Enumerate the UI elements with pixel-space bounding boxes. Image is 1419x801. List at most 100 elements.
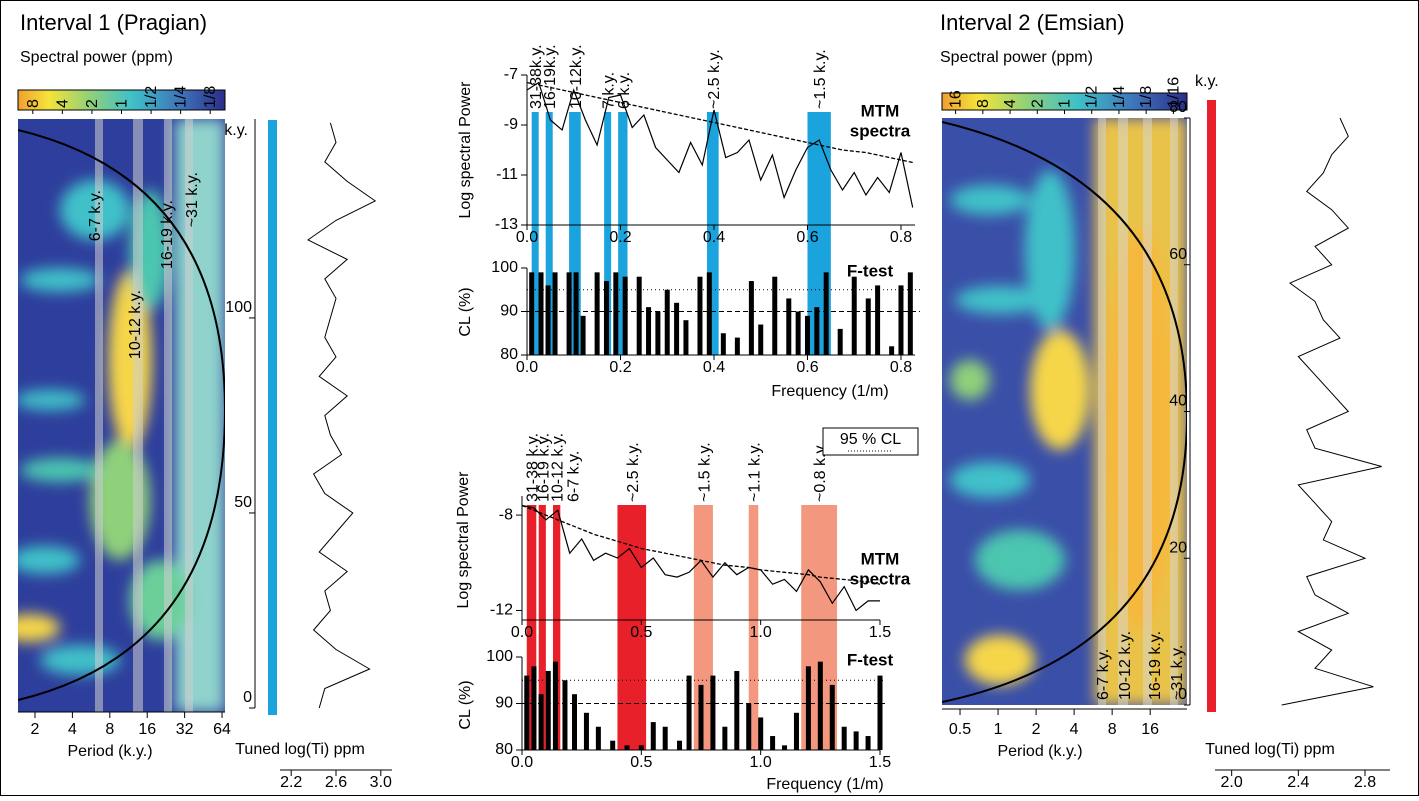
y-tick-label: -11: [496, 166, 518, 183]
colorbar-tick-label: 2: [84, 99, 101, 108]
f-test-bar: [595, 726, 601, 750]
f-test-bar: [638, 745, 644, 750]
f-test-bar: [898, 285, 904, 355]
f-test-bar: [829, 684, 835, 750]
x-tick-label: 0.0: [516, 359, 538, 376]
y-tick-label: -9: [504, 116, 518, 133]
f-test-bar: [837, 328, 843, 355]
y-axis-label: CL (%): [457, 287, 474, 336]
f-test-bar: [683, 320, 689, 355]
f-test-bar: [889, 346, 895, 355]
f-test-bar: [603, 281, 609, 355]
f-test-bar: [851, 276, 857, 355]
interval-bar: [1207, 100, 1216, 712]
band-label: 6 k.y.: [616, 72, 633, 109]
panel-annotation: MTM: [861, 549, 900, 568]
x-tick-label: 3.0: [370, 774, 392, 791]
colorbar-tick-label: 4: [1002, 99, 1019, 108]
x-tick-label: 0.5: [949, 721, 971, 738]
f-test-bar: [655, 311, 661, 355]
x-axis-label: Frequency (1/m): [771, 383, 888, 400]
panel-annotation: spectra: [850, 121, 911, 140]
f-test-bar: [566, 272, 572, 355]
x-tick-label: 0.8: [890, 359, 912, 376]
x-tick-label: 16: [1141, 721, 1159, 738]
f-test-bar: [817, 661, 823, 750]
band-label: 31-38k.y.: [528, 44, 545, 109]
y-tick-label: 60: [1169, 246, 1187, 263]
band-label: ~1.5 k.y.: [696, 442, 713, 502]
f-test-bar: [804, 315, 810, 355]
f-test-bar: [875, 285, 881, 355]
frequency-band: [706, 112, 719, 355]
f-test-bar: [610, 740, 616, 750]
y-tick-label: -13: [495, 216, 518, 233]
x-axis-label: Period (k.y.): [67, 743, 152, 760]
band-label: 6-7 k.y.: [566, 451, 583, 502]
y-tick-label: 80: [1169, 99, 1187, 116]
x-tick-label: 0.6: [796, 229, 818, 246]
f-test-bar: [624, 745, 630, 750]
x-tick-label: 0.0: [511, 754, 533, 771]
f-test-bar: [722, 726, 728, 750]
x-tick-label: 1.0: [750, 754, 772, 771]
f-test-bar: [823, 272, 829, 355]
band-label: 16-19 k.y.: [535, 433, 552, 502]
x-tick-label: 64: [213, 721, 231, 738]
f-test-bar: [552, 272, 558, 355]
f-test-bar: [529, 272, 535, 355]
x-tick-label: 0.5: [630, 624, 652, 641]
f-test-bar: [664, 289, 670, 355]
f-test-bar: [706, 272, 712, 355]
x-tick-label: 4: [1070, 721, 1079, 738]
f-test-bar: [677, 740, 683, 750]
band-label: 16-19k.y.: [542, 44, 559, 109]
y-tick-label: 80: [500, 346, 518, 363]
colorbar-tick-label: 1/2: [143, 86, 160, 108]
f-test-bar: [877, 675, 883, 750]
colorbar-tick-label: 1/4: [1111, 86, 1128, 108]
y-tick-label: 50: [234, 494, 252, 511]
f-test-bar: [734, 670, 740, 750]
x-tick-label: 0.6: [796, 359, 818, 376]
ti-curve: [1281, 117, 1382, 706]
x-tick-label: 2.0: [1221, 774, 1243, 791]
f-test-bar: [814, 307, 820, 355]
x-tick-label: 0.5: [630, 754, 652, 771]
f-test-bar: [646, 307, 652, 355]
y-tick-label: 0: [1178, 686, 1187, 703]
panel-title: Interval 2 (Emsian): [940, 10, 1125, 35]
y-axis-label: CL (%): [457, 680, 474, 729]
colorbar-tick-label: 1/4: [173, 86, 190, 108]
frequency-band: [604, 112, 612, 355]
y-tick-label: 80: [495, 741, 513, 758]
x-tick-label: 1: [994, 721, 1003, 738]
f-test-bar: [841, 726, 847, 750]
legend-label: 95 % CL: [840, 431, 901, 448]
x-tick-label: 32: [176, 721, 194, 738]
period-annotation: 16-19 k.y.: [159, 200, 176, 269]
f-test-bar: [545, 670, 551, 750]
band-label: ~2.5 k.y.: [706, 49, 723, 109]
ti-curve: [307, 122, 377, 709]
f-test-bar: [782, 745, 788, 750]
f-test-bar: [758, 717, 764, 750]
frequency-band: [569, 112, 581, 355]
y-axis-label: k.y.: [1195, 73, 1219, 90]
period-annotation: 10-12 k.y.: [1117, 631, 1134, 700]
interval-bar: [268, 120, 277, 715]
f-test-bar: [622, 276, 628, 355]
band-label: ~2.5 k.y.: [625, 442, 642, 502]
f-test-bar: [710, 675, 716, 750]
f-test-bar: [636, 276, 642, 355]
f-test-bar: [583, 712, 589, 750]
y-tick-label: -8: [499, 506, 513, 523]
wavelet-image: [942, 118, 1187, 705]
y-axis-label: Log spectral Power: [455, 471, 472, 609]
f-test-bar: [758, 324, 764, 355]
x-tick-label: 0.0: [516, 229, 538, 246]
band-label: ~1.1 k.y.: [747, 442, 764, 502]
f-test-bar: [662, 726, 668, 750]
panel-annotation: MTM: [861, 101, 900, 120]
